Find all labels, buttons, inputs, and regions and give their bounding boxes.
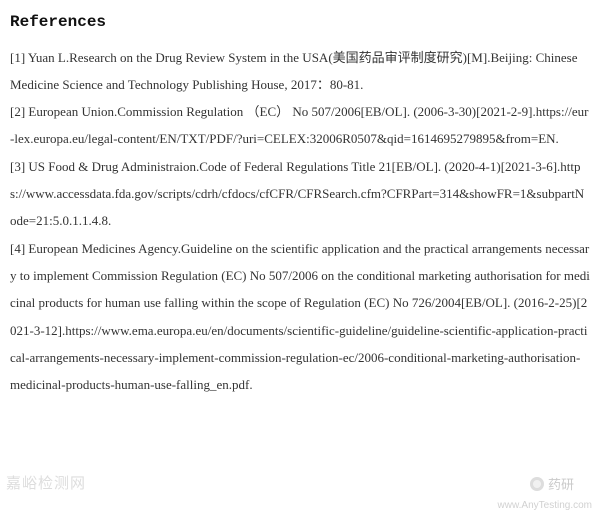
reference-item: [2] European Union.Commission Regulation… xyxy=(10,98,590,153)
watermark-right-text: 药研 xyxy=(548,471,574,498)
reference-item: [3] US Food & Drug Administraion.Code of… xyxy=(10,153,590,235)
reference-item: [4] European Medicines Agency.Guideline … xyxy=(10,235,590,399)
references-heading: References xyxy=(10,6,590,40)
footer-url: www.AnyTesting.com xyxy=(498,495,592,516)
watermark-left: 嘉峪检测网 xyxy=(6,469,86,501)
reference-item: [1] Yuan L.Research on the Drug Review S… xyxy=(10,44,590,99)
references-page: References [1] Yuan L.Research on the Dr… xyxy=(0,0,600,404)
logo-icon xyxy=(530,477,544,491)
watermark-right: 药研 xyxy=(530,471,574,498)
